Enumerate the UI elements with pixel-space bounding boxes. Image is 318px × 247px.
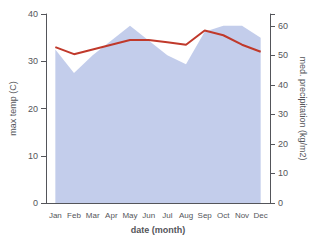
svg-text:Dec: Dec [254,211,268,220]
svg-text:30: 30 [28,56,38,66]
svg-text:10: 10 [28,151,38,161]
svg-text:40: 40 [278,80,288,90]
svg-text:med. precipitation (kg/m2): med. precipitation (kg/m2) [298,56,308,160]
svg-text:Jan: Jan [49,211,62,220]
svg-text:10: 10 [278,168,288,178]
svg-text:0: 0 [278,198,283,208]
svg-text:60: 60 [278,21,288,31]
svg-text:max temp (C): max temp (C) [8,81,18,136]
svg-text:20: 20 [28,104,38,114]
svg-text:Apr: Apr [105,211,118,220]
svg-text:40: 40 [28,9,38,19]
svg-text:Sep: Sep [198,211,213,220]
svg-text:Feb: Feb [67,211,81,220]
svg-text:Mar: Mar [86,211,100,220]
svg-text:Jul: Jul [162,211,172,220]
svg-text:0: 0 [33,198,38,208]
svg-text:30: 30 [278,109,288,119]
svg-text:May: May [122,211,137,220]
svg-text:Nov: Nov [235,211,249,220]
svg-text:20: 20 [278,139,288,149]
svg-text:50: 50 [278,50,288,60]
svg-text:Oct: Oct [217,211,230,220]
svg-text:Aug: Aug [179,211,193,220]
svg-text:Jun: Jun [142,211,155,220]
svg-text:date (month): date (month) [131,225,186,235]
